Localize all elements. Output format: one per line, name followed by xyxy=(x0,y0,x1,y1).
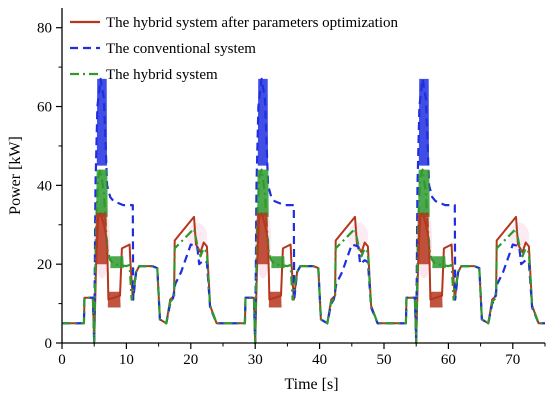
oscillation-band xyxy=(418,78,429,166)
ticks-layer: 0 10 20 30 40 50 60 70 0 20 40 60 80 xyxy=(37,21,546,368)
legend-label-2: The conventional system xyxy=(106,41,256,57)
peak-glow xyxy=(509,222,530,251)
oscillation-band xyxy=(257,169,269,217)
y-tick-label: 20 xyxy=(37,257,52,273)
oscillation-band xyxy=(95,212,107,265)
x-axis-title: Time [s] xyxy=(284,376,338,393)
series-line-2 xyxy=(62,77,545,345)
oscillation-band xyxy=(417,212,429,265)
x-tick-label: 30 xyxy=(248,352,263,368)
x-tick-label: 40 xyxy=(312,352,327,368)
peak-glow xyxy=(348,222,369,251)
series-line-3 xyxy=(62,168,545,345)
oscillation-band xyxy=(96,78,107,166)
legend-label-1: The hybrid system after parameters optim… xyxy=(106,15,398,31)
oscillation-band xyxy=(418,169,430,217)
y-tick-label: 80 xyxy=(37,21,52,37)
y-tick-label: 60 xyxy=(37,100,52,116)
x-tick-label: 60 xyxy=(441,352,456,368)
legend-label-3: The hybrid system xyxy=(106,67,218,83)
series-layer xyxy=(62,77,545,345)
oscillation-band xyxy=(96,169,108,217)
x-tick-label: 10 xyxy=(119,352,134,368)
peak-glow xyxy=(187,222,208,251)
x-tick-label: 0 xyxy=(58,352,66,368)
oscillation-band xyxy=(107,291,121,308)
x-tick-label: 50 xyxy=(377,352,392,368)
oscillation-band xyxy=(271,256,285,269)
y-tick-label: 0 xyxy=(45,336,53,352)
legend: The hybrid system after parameters optim… xyxy=(70,15,398,83)
oscillation-band xyxy=(257,78,268,166)
axes-layer xyxy=(61,8,545,344)
y-axis-title: Power [kW] xyxy=(7,136,24,215)
x-tick-label: 70 xyxy=(505,352,520,368)
oscillation-band xyxy=(256,212,268,265)
oscillation-band xyxy=(429,291,443,308)
x-tick-label: 20 xyxy=(183,352,198,368)
oscillation-band xyxy=(432,256,446,269)
oscillation-band xyxy=(110,256,124,269)
y-tick-label: 40 xyxy=(37,178,52,194)
oscillation-band xyxy=(268,291,282,308)
